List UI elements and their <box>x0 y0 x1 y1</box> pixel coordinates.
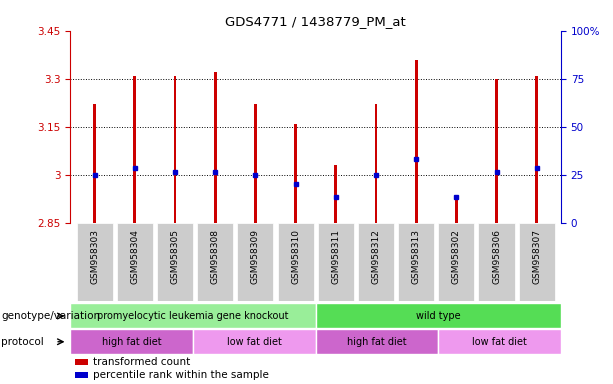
FancyBboxPatch shape <box>278 223 314 301</box>
FancyBboxPatch shape <box>157 223 193 301</box>
FancyBboxPatch shape <box>358 223 394 301</box>
Text: genotype/variation: genotype/variation <box>1 311 101 321</box>
Text: GSM958304: GSM958304 <box>131 229 139 284</box>
Text: GSM958306: GSM958306 <box>492 229 501 284</box>
FancyBboxPatch shape <box>438 223 474 301</box>
Text: high fat diet: high fat diet <box>102 336 162 347</box>
Bar <box>134 76 136 223</box>
Text: GSM958313: GSM958313 <box>412 229 421 284</box>
FancyBboxPatch shape <box>197 223 234 301</box>
Text: GSM958312: GSM958312 <box>371 229 381 284</box>
Text: low fat diet: low fat diet <box>227 336 282 347</box>
FancyBboxPatch shape <box>316 303 561 328</box>
Text: GSM958307: GSM958307 <box>532 229 541 284</box>
Text: wild type: wild type <box>416 311 460 321</box>
Text: percentile rank within the sample: percentile rank within the sample <box>93 370 268 380</box>
FancyBboxPatch shape <box>479 223 515 301</box>
Text: GSM958305: GSM958305 <box>170 229 180 284</box>
Bar <box>495 79 498 223</box>
FancyBboxPatch shape <box>519 223 555 301</box>
Bar <box>75 372 88 378</box>
Bar <box>75 359 88 365</box>
Bar <box>93 104 96 223</box>
FancyBboxPatch shape <box>398 223 434 301</box>
FancyBboxPatch shape <box>77 223 113 301</box>
Text: transformed count: transformed count <box>93 357 190 367</box>
FancyBboxPatch shape <box>318 223 354 301</box>
Text: GSM958308: GSM958308 <box>211 229 219 284</box>
Bar <box>455 197 458 223</box>
Text: GSM958302: GSM958302 <box>452 229 461 284</box>
FancyBboxPatch shape <box>70 329 193 354</box>
FancyBboxPatch shape <box>237 223 273 301</box>
Bar <box>415 60 417 223</box>
Text: low fat diet: low fat diet <box>472 336 527 347</box>
Bar <box>254 104 257 223</box>
FancyBboxPatch shape <box>193 329 316 354</box>
Bar <box>375 104 378 223</box>
FancyBboxPatch shape <box>438 329 561 354</box>
Title: GDS4771 / 1438779_PM_at: GDS4771 / 1438779_PM_at <box>226 15 406 28</box>
Bar <box>173 76 177 223</box>
FancyBboxPatch shape <box>316 329 438 354</box>
Text: GSM958310: GSM958310 <box>291 229 300 284</box>
Bar <box>535 76 538 223</box>
FancyBboxPatch shape <box>116 223 153 301</box>
Bar <box>214 72 216 223</box>
Text: GSM958303: GSM958303 <box>90 229 99 284</box>
Text: protocol: protocol <box>1 337 44 347</box>
Text: GSM958311: GSM958311 <box>331 229 340 284</box>
Text: GSM958309: GSM958309 <box>251 229 260 284</box>
Text: high fat diet: high fat diet <box>347 336 407 347</box>
Bar <box>294 124 297 223</box>
Text: promyelocytic leukemia gene knockout: promyelocytic leukemia gene knockout <box>97 311 289 321</box>
Bar <box>334 165 337 223</box>
FancyBboxPatch shape <box>70 303 316 328</box>
